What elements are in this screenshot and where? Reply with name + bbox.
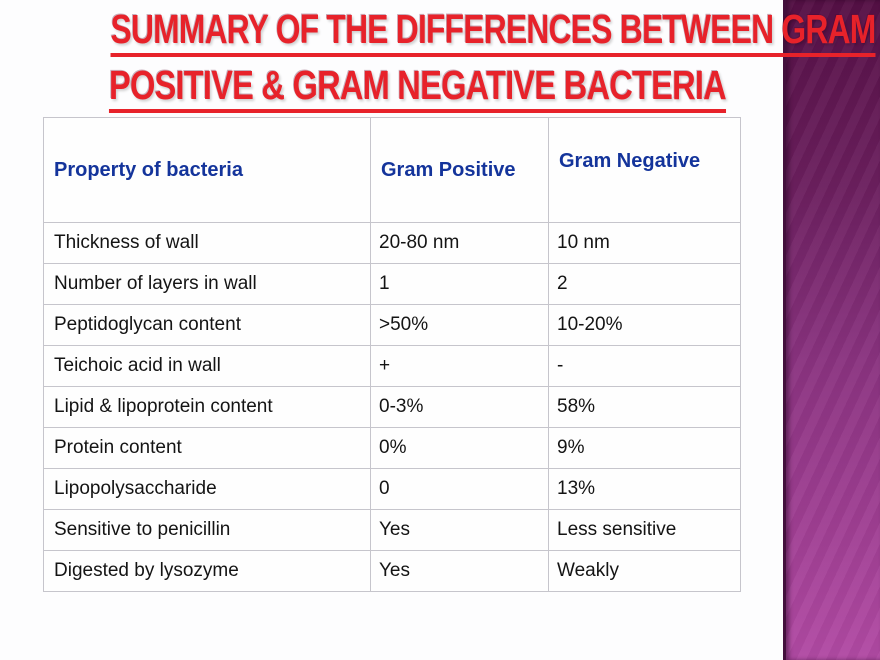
gram-negative-cell: 2 [548,263,741,305]
gram-positive-cell: 0% [370,427,549,469]
title-line-2: POSITIVE & GRAM NEGATIVE BACTERIA [0,62,834,118]
property-cell: Teichoic acid in wall [43,345,371,387]
property-cell: Number of layers in wall [43,263,371,305]
decorative-strip [783,0,880,660]
gram-positive-cell: Yes [370,509,549,551]
gram-negative-cell: Weakly [548,550,741,592]
property-cell: Digested by lysozyme [43,550,371,592]
property-cell: Sensitive to penicillin [43,509,371,551]
table-row: Number of layers in wall 1 2 [43,263,741,305]
property-cell: Thickness of wall [43,222,371,264]
col-header-property: Property of bacteria [43,117,371,223]
property-cell: Lipopolysaccharide [43,468,371,510]
gram-positive-cell: Yes [370,550,549,592]
table-row: Protein content 0% 9% [43,427,741,469]
title-line-1: SUMMARY OF THE DIFFERENCES BETWEEN GRAM [0,6,876,62]
table-row: Thickness of wall 20-80 nm 10 nm [43,222,741,264]
slide-title: SUMMARY OF THE DIFFERENCES BETWEEN GRAM … [0,6,876,118]
gram-positive-cell: >50% [370,304,549,346]
table-header-row: Property of bacteria Gram Positive Gram … [43,117,741,223]
property-cell: Protein content [43,427,371,469]
gram-negative-cell: 10-20% [548,304,741,346]
table-row: Teichoic acid in wall + - [43,345,741,387]
gram-negative-cell: 13% [548,468,741,510]
title-line-1-text: SUMMARY OF THE DIFFERENCES BETWEEN GRAM [110,6,876,57]
col-header-gram-positive: Gram Positive [370,117,549,223]
gram-positive-cell: + [370,345,549,387]
table-row: Digested by lysozyme Yes Weakly [43,550,741,592]
table-row: Lipid & lipoprotein content 0-3% 58% [43,386,741,428]
table-row: Sensitive to penicillin Yes Less sensitive [43,509,741,551]
gram-negative-cell: 10 nm [548,222,741,264]
table-row: Lipopolysaccharide 0 13% [43,468,741,510]
gram-positive-cell: 1 [370,263,549,305]
table-row: Peptidoglycan content >50% 10-20% [43,304,741,346]
property-cell: Lipid & lipoprotein content [43,386,371,428]
comparison-table: Property of bacteria Gram Positive Gram … [43,117,741,592]
title-line-2-text: POSITIVE & GRAM NEGATIVE BACTERIA [108,62,726,113]
property-cell: Peptidoglycan content [43,304,371,346]
gram-positive-cell: 20-80 nm [370,222,549,264]
col-header-gram-negative-text: Gram Negative [559,149,701,172]
gram-negative-cell: 58% [548,386,741,428]
gram-negative-cell: - [548,345,741,387]
gram-negative-cell: 9% [548,427,741,469]
col-header-gram-negative: Gram Negative [548,117,741,223]
gram-positive-cell: 0-3% [370,386,549,428]
gram-negative-cell: Less sensitive [548,509,741,551]
gram-positive-cell: 0 [370,468,549,510]
